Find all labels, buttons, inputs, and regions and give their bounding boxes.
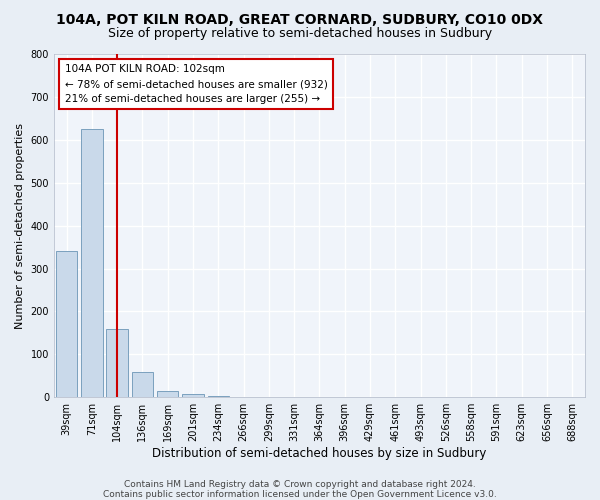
Bar	[208, 396, 229, 397]
Y-axis label: Number of semi-detached properties: Number of semi-detached properties	[15, 122, 25, 328]
Bar	[182, 394, 204, 397]
Text: 104A POT KILN ROAD: 102sqm
← 78% of semi-detached houses are smaller (932)
21% o: 104A POT KILN ROAD: 102sqm ← 78% of semi…	[65, 64, 328, 104]
Bar	[131, 372, 153, 397]
Text: 104A, POT KILN ROAD, GREAT CORNARD, SUDBURY, CO10 0DX: 104A, POT KILN ROAD, GREAT CORNARD, SUDB…	[56, 12, 544, 26]
Bar	[56, 252, 77, 397]
X-axis label: Distribution of semi-detached houses by size in Sudbury: Distribution of semi-detached houses by …	[152, 447, 487, 460]
Bar	[157, 391, 178, 397]
Bar	[106, 328, 128, 397]
Bar	[81, 129, 103, 397]
Text: Contains public sector information licensed under the Open Government Licence v3: Contains public sector information licen…	[103, 490, 497, 499]
Text: Contains HM Land Registry data © Crown copyright and database right 2024.: Contains HM Land Registry data © Crown c…	[124, 480, 476, 489]
Text: Size of property relative to semi-detached houses in Sudbury: Size of property relative to semi-detach…	[108, 28, 492, 40]
